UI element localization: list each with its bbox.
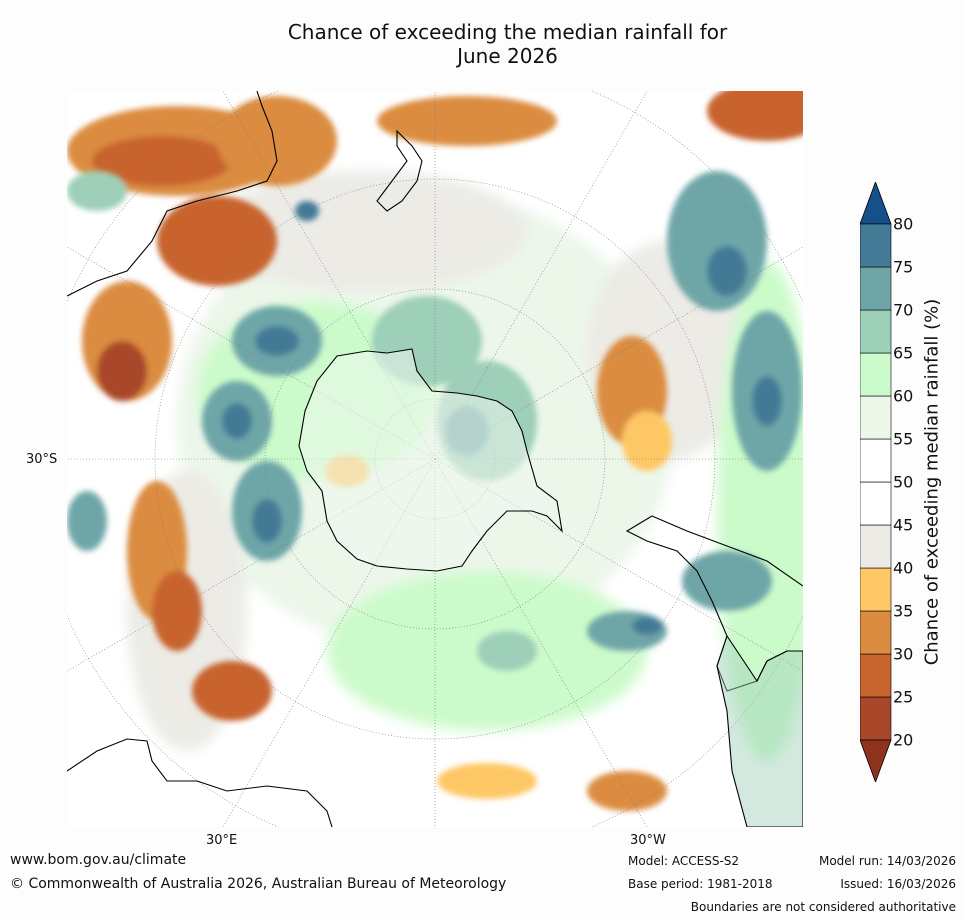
longitude-label-30w: 30°W (630, 833, 666, 848)
colorbar-tick-label: 60 (893, 386, 914, 406)
colorbar-tick-label: 80 (893, 214, 914, 234)
colorbar-bin (860, 395, 892, 440)
colorbar-tick-label: 55 (893, 429, 914, 449)
longitude-label-30e: 30°E (206, 833, 238, 848)
colorbar-tick-label: 35 (893, 601, 914, 621)
rainfall-map[interactable] (67, 91, 803, 827)
colorbar-under-arrow (860, 739, 892, 782)
graticule (67, 91, 803, 827)
colorbar-bin (860, 481, 892, 526)
issued-text: Issued: 16/03/2026 (840, 877, 956, 891)
colorbar-bin (860, 610, 892, 655)
colorbar-tick-label: 50 (893, 472, 914, 492)
colorbar-tick-label: 45 (893, 515, 914, 535)
website-link[interactable]: www.bom.gov.au/climate (10, 852, 187, 868)
africa-coastline (67, 738, 333, 827)
copyright-text: © Commonwealth of Australia 2026, Austra… (10, 876, 507, 892)
colorbar-tick-label: 70 (893, 300, 914, 320)
above-median-patches (67, 171, 802, 671)
colorbar-bin (860, 309, 892, 354)
below-median-patches (67, 91, 803, 811)
colorbar-bin (860, 266, 892, 311)
map-title: Chance of exceeding the median rainfall … (230, 20, 785, 68)
colorbar-bin (860, 567, 892, 612)
model-text: Model: ACCESS-S2 (628, 854, 740, 868)
model-run-text: Model run: 14/03/2026 (818, 854, 956, 868)
disclaimer-text: Boundaries are not considered authoritat… (690, 900, 956, 914)
colorbar-tick-label: 65 (893, 343, 914, 363)
colorbar-tick-label: 40 (893, 558, 914, 578)
base-period-text: Base period: 1981-2018 (628, 877, 773, 891)
south-america-region (716, 634, 803, 827)
map-title-line1: Chance of exceeding the median rainfall … (287, 20, 728, 44)
rainfall-map-svg (67, 91, 803, 827)
australia-coastline (67, 91, 278, 297)
antarctica-coastline (298, 348, 563, 572)
colorbar-tick-label: 25 (893, 687, 914, 707)
colorbar-over-arrow (860, 182, 892, 225)
colorbar-bin (860, 696, 892, 741)
colorbar-bin (860, 653, 892, 698)
colorbar-title: Chance of exceeding median rainfall (%) (921, 298, 943, 666)
new-zealand-coastline (376, 129, 423, 212)
colorbar-tick-label: 30 (893, 644, 914, 664)
colorbar-bin (860, 524, 892, 569)
colorbar-bin (860, 438, 892, 483)
colorbar-tick-label: 20 (893, 730, 914, 750)
colorbar (860, 182, 892, 782)
colorbar-bin (860, 352, 892, 397)
colorbar-bin (860, 223, 892, 268)
colorbar-tick-label: 75 (893, 257, 914, 277)
latitude-label-30s: 30°S (26, 452, 58, 467)
map-title-line2: June 2026 (457, 44, 558, 68)
